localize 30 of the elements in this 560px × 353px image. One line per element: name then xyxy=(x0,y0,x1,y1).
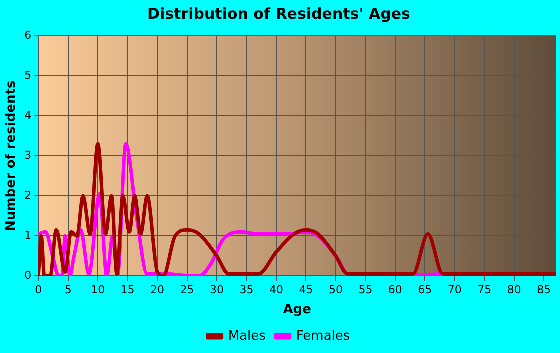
y-axis-title: Number of residents xyxy=(4,80,20,232)
x-tick-label: 60 xyxy=(388,284,402,297)
x-tick-label: 25 xyxy=(180,284,194,297)
y-tick-label: 2 xyxy=(24,188,32,202)
y-tick-label: 6 xyxy=(24,28,32,42)
chart-title: Distribution of Residents' Ages xyxy=(148,4,411,23)
x-tick-label: 15 xyxy=(120,284,135,297)
legend-label: Males xyxy=(228,328,266,344)
x-tick-label: 10 xyxy=(91,284,106,297)
x-tick-label: 55 xyxy=(358,284,373,297)
y-tick-label: 1 xyxy=(24,229,32,242)
x-tick-label: 65 xyxy=(418,284,432,297)
x-tick-label: 20 xyxy=(150,284,165,297)
x-tick-label: 70 xyxy=(448,284,462,297)
y-tick-label: 5 xyxy=(24,68,32,82)
x-tick-label: 30 xyxy=(210,284,224,297)
x-tick-label: 35 xyxy=(240,284,254,297)
x-tick-label: 40 xyxy=(269,284,284,297)
x-tick-label: 45 xyxy=(299,284,314,297)
x-tick-label: 75 xyxy=(478,284,492,297)
y-tick-label: 4 xyxy=(24,108,32,122)
legend-label: Females xyxy=(296,328,350,344)
y-tick-label: 3 xyxy=(24,148,32,162)
x-axis-title: Age xyxy=(283,302,312,318)
x-tick-label: 50 xyxy=(328,284,343,297)
x-tick-label: 80 xyxy=(507,284,522,297)
x-tick-label: 0 xyxy=(35,284,42,297)
x-tick-label: 5 xyxy=(64,284,72,297)
y-tick-label: 0 xyxy=(24,269,32,282)
x-tick-label: 85 xyxy=(537,284,552,297)
